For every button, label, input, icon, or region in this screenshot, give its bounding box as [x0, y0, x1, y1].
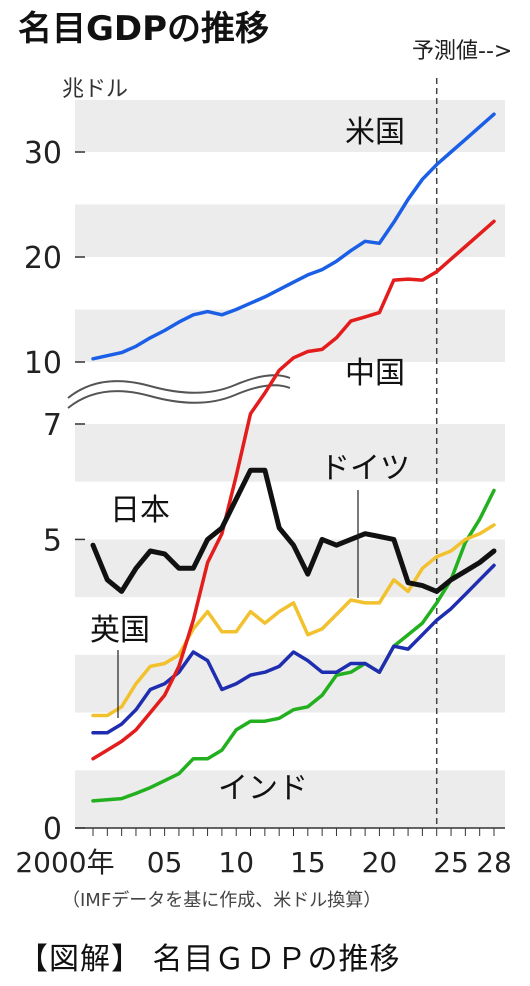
grid-band	[75, 204, 505, 257]
series-label-日本: 日本	[110, 493, 170, 528]
series-label-インド: インド	[218, 771, 308, 806]
x-tick-label: 05	[147, 846, 183, 879]
series-lines	[90, 112, 497, 803]
series-line-英国	[91, 563, 496, 735]
axes	[67, 78, 505, 836]
grid-band	[75, 770, 505, 828]
unit-label: 兆ドル	[62, 77, 128, 102]
grid-bands	[75, 100, 505, 828]
y-tick-label: 7	[43, 408, 62, 443]
series-line-日本	[90, 467, 497, 594]
chart-title: 名目GDPの推移	[18, 9, 269, 49]
y-tick-label: 0	[43, 812, 62, 847]
x-tick-label: 28	[476, 846, 512, 879]
source-note: （IMFデータを基に作成、米ドル換算）	[62, 890, 381, 911]
y-tick-label: 5	[43, 523, 62, 558]
axis-break-mark	[67, 384, 291, 409]
x-tick-label: 25	[433, 846, 469, 879]
series-line-中国	[91, 219, 496, 761]
forecast-label: 予測値-->	[412, 39, 512, 64]
series-line-ドイツ	[91, 523, 496, 718]
x-tick-label: 15	[290, 846, 326, 879]
grid-band	[75, 100, 505, 152]
y-tick-label: 10	[24, 346, 62, 381]
x-tick-label: 10	[218, 846, 254, 879]
grid-band	[75, 654, 505, 713]
series-label-英国: 英国	[90, 613, 150, 648]
grid-band	[75, 309, 505, 362]
series-label-ドイツ: ドイツ	[320, 451, 410, 486]
grid-band	[75, 424, 505, 482]
y-tick-label: 20	[24, 241, 62, 276]
series-label-米国: 米国	[345, 115, 405, 150]
series-label-中国: 中国	[345, 356, 405, 391]
figure-caption: 【図解】 名目ＧＤＰの推移	[18, 942, 401, 977]
series-line-インド	[91, 488, 496, 803]
x-tick-label: 2000年	[15, 846, 114, 879]
y-tick-label: 30	[24, 136, 62, 171]
series-line-米国	[91, 112, 496, 361]
x-tick-label: 20	[362, 846, 398, 879]
axis-break-mark	[67, 374, 291, 399]
